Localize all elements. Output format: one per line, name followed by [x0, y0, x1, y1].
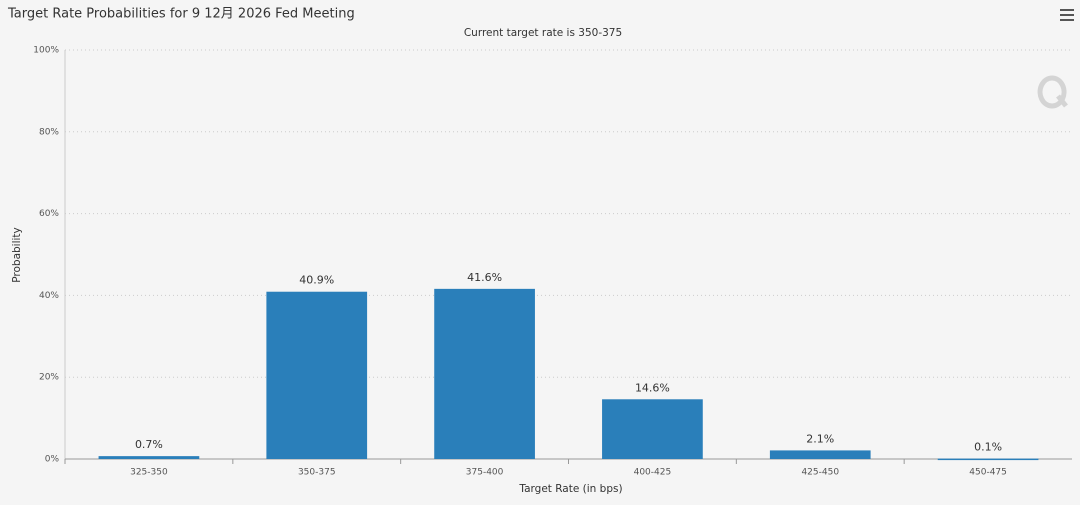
bar [434, 288, 535, 459]
chart-title: Target Rate Probabilities for 9 12月 2026… [7, 7, 355, 22]
y-tick-label: 60% [39, 209, 59, 219]
logo [1037, 75, 1068, 109]
menu-bar [1060, 14, 1074, 16]
x-axis-label: Target Rate (in bps) [518, 483, 622, 495]
data-label: 0.1% [974, 441, 1002, 454]
y-tick-label: 40% [39, 291, 59, 301]
data-label: 41.6% [467, 271, 502, 284]
x-tick-label: 450-475 [969, 468, 1007, 478]
x-tick-label: 375-400 [466, 468, 504, 478]
x-tick-label: 400-425 [634, 468, 672, 478]
bar [769, 450, 871, 459]
logo-mark [1037, 75, 1068, 109]
y-tick-label: 80% [39, 127, 59, 137]
bar [937, 458, 1039, 461]
x-tick-label: 350-375 [298, 468, 336, 478]
data-label: 40.9% [299, 274, 334, 287]
bar [98, 456, 200, 459]
menu-button[interactable] [1060, 9, 1074, 21]
bar [602, 399, 703, 459]
y-tick-label: 0% [45, 455, 60, 465]
y-axis-label: Probability [11, 227, 23, 283]
data-label: 2.1% [806, 432, 834, 445]
menu-bar [1060, 19, 1074, 21]
bar [266, 291, 368, 459]
data-label: 0.7% [135, 438, 163, 451]
y-tick-label: 20% [39, 373, 59, 383]
data-label: 14.6% [635, 381, 670, 394]
y-tick-label: 100% [33, 46, 59, 56]
x-tick-label: 425-450 [801, 468, 839, 478]
menu-bar [1060, 9, 1074, 11]
x-tick-label: 325-350 [130, 468, 168, 478]
chart-subtitle: Current target rate is 350-375 [464, 27, 622, 39]
